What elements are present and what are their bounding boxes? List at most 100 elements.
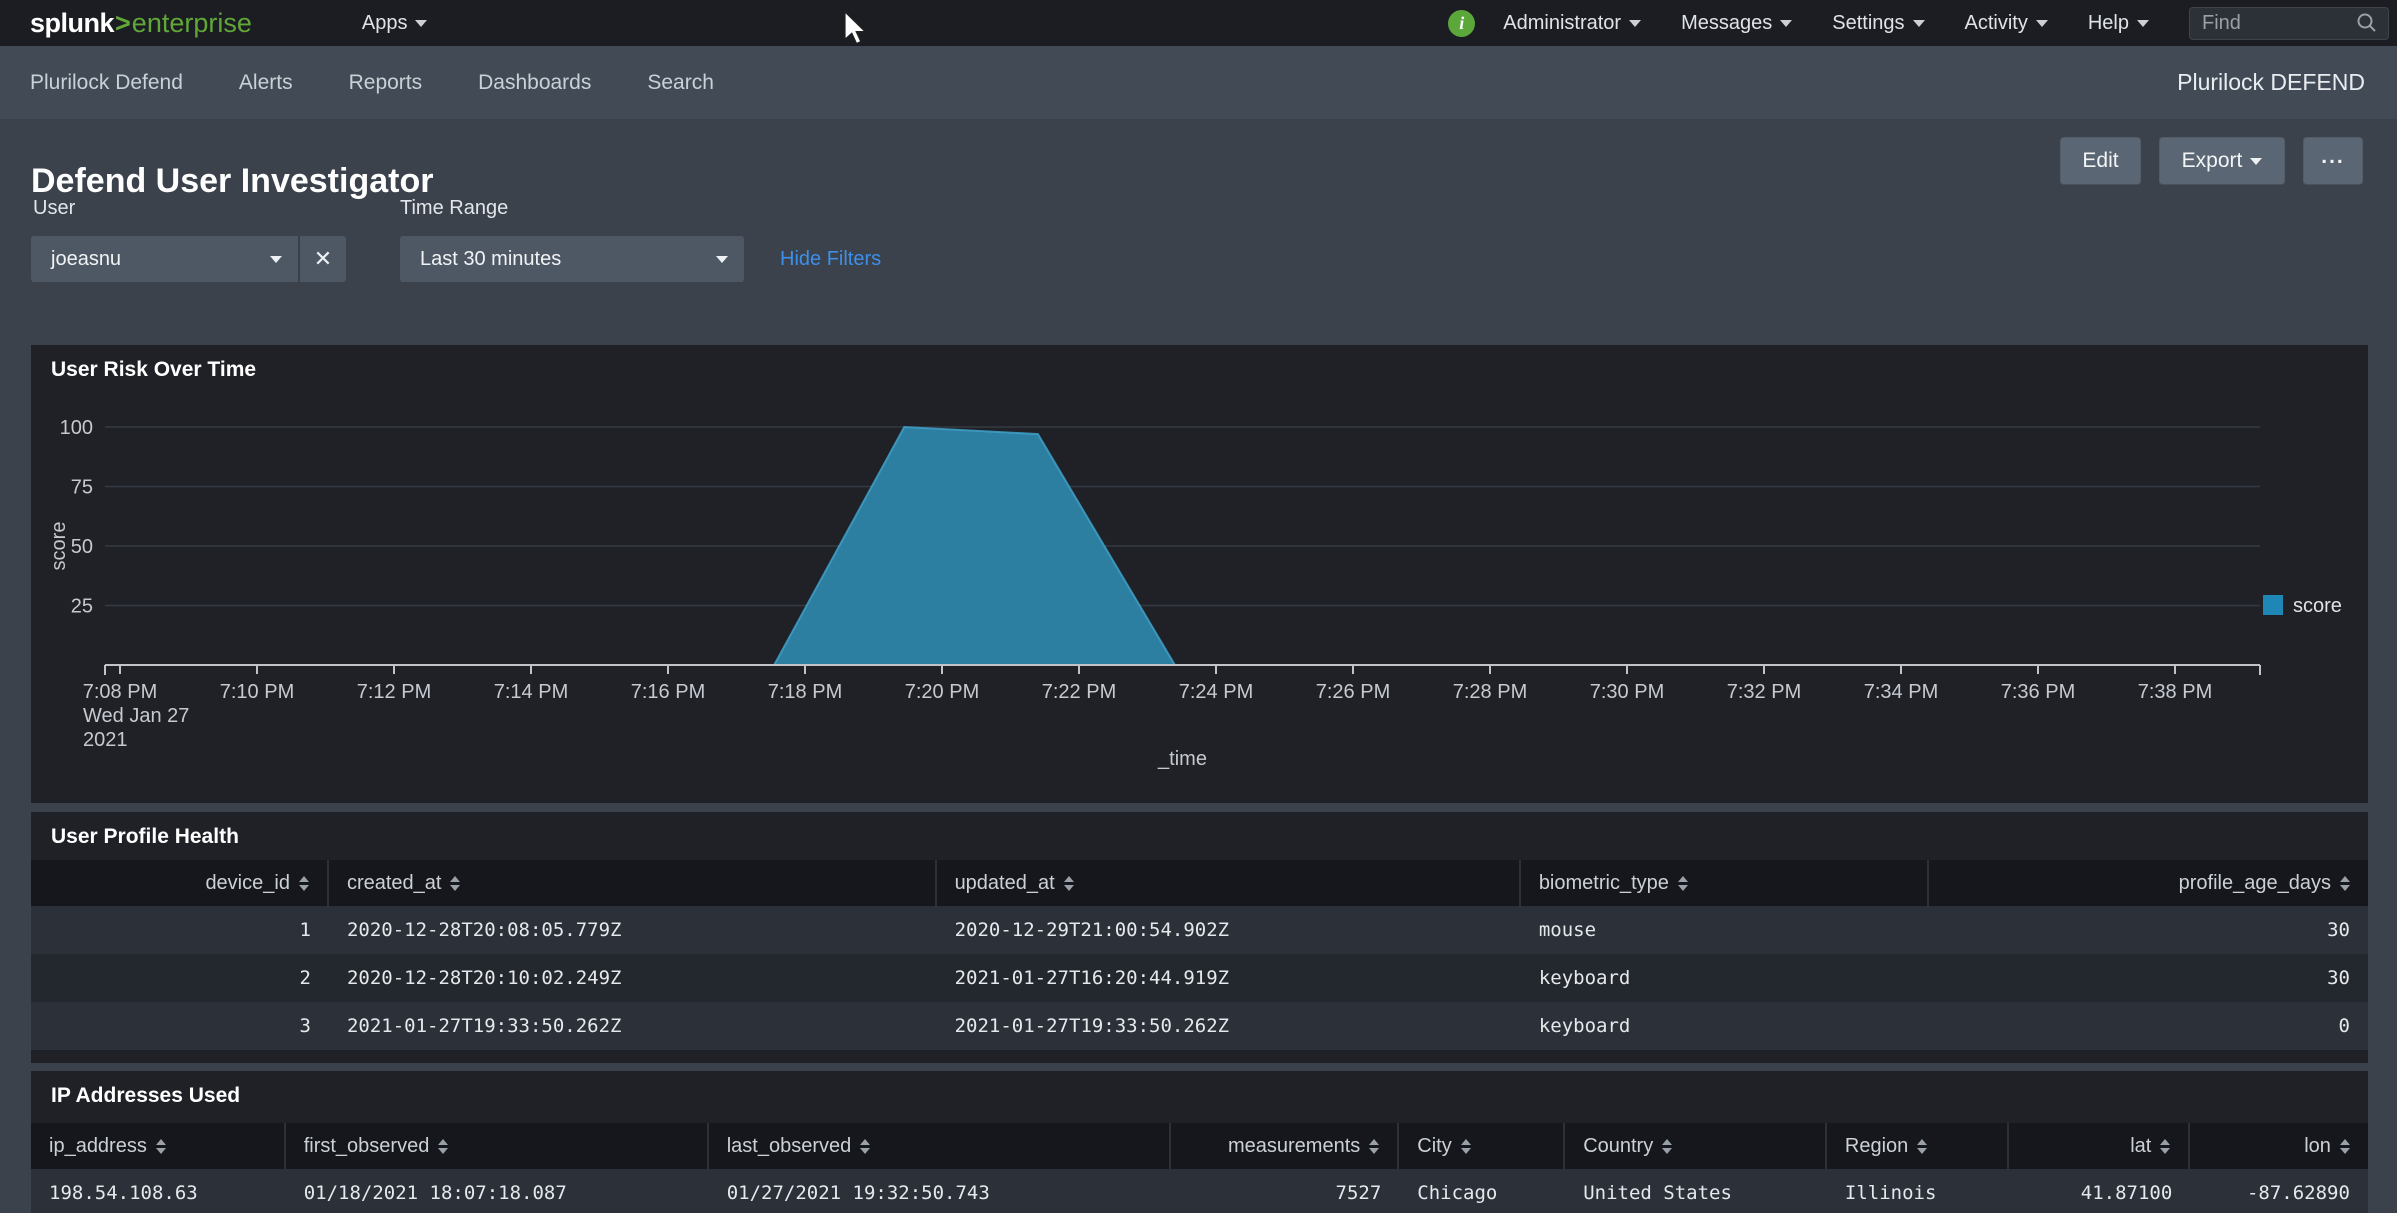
chevron-down-icon <box>415 20 427 27</box>
table-cell: 3 <box>31 1015 329 1037</box>
column-label: lon <box>2304 1135 2331 1158</box>
column-label: device_id <box>205 872 290 895</box>
user-risk-panel: User Risk Over Time 255075100score7:08 P… <box>31 345 2368 803</box>
legend-label: score <box>2293 595 2342 617</box>
menu-messages[interactable]: Messages <box>1681 12 1792 35</box>
column-label: lat <box>2130 1135 2151 1158</box>
y-tick-label: 75 <box>71 477 93 499</box>
x-tick-label: 7:16 PM <box>631 681 705 703</box>
sort-icon <box>2340 876 2350 891</box>
column-header-biometric_type[interactable]: biometric_type <box>1521 860 1929 906</box>
menu-apps[interactable]: Apps <box>362 12 428 35</box>
chevron-down-icon <box>2137 20 2149 27</box>
column-header-Country[interactable]: Country <box>1565 1123 1827 1169</box>
search-icon <box>2356 12 2378 34</box>
logo-gt-glyph: > <box>115 8 131 39</box>
x-tick-label: 7:34 PM <box>1864 681 1938 703</box>
page-title: Defend User Investigator <box>31 162 433 201</box>
menu-label: Help <box>2088 12 2129 35</box>
column-header-City[interactable]: City <box>1399 1123 1565 1169</box>
dashboard-actions: Edit Export ... <box>2060 137 2363 185</box>
splunk-logo[interactable]: splunk>enterprise <box>30 8 252 39</box>
x-tick-label: 7:14 PM <box>494 681 568 703</box>
more-actions-button[interactable]: ... <box>2303 137 2363 185</box>
column-header-Region[interactable]: Region <box>1827 1123 2009 1169</box>
column-label: ip_address <box>49 1135 147 1158</box>
table-cell: 7527 <box>1171 1182 1399 1204</box>
info-icon[interactable]: i <box>1448 10 1475 37</box>
column-header-last_observed[interactable]: last_observed <box>709 1123 1172 1169</box>
table-row[interactable]: 22020-12-28T20:10:02.249Z2021-01-27T16:2… <box>31 954 2368 1002</box>
table-row[interactable]: 198.54.108.6301/18/2021 18:07:18.08701/2… <box>31 1169 2368 1213</box>
ip-addresses-used-panel: IP Addresses Used ip_addressfirst_observ… <box>31 1071 2368 1213</box>
dashboard-page: Defend User Investigator Edit Export ...… <box>0 119 2397 1213</box>
sort-icon <box>1678 876 1688 891</box>
user-dropdown[interactable]: joeasnu <box>31 236 298 282</box>
edit-button[interactable]: Edit <box>2060 137 2141 185</box>
menu-settings[interactable]: Settings <box>1832 12 1924 35</box>
chevron-down-icon <box>1780 20 1792 27</box>
chevron-down-icon <box>1629 20 1641 27</box>
table-cell: 2020-12-29T21:00:54.902Z <box>937 919 1521 941</box>
column-label: Country <box>1583 1135 1653 1158</box>
table-row[interactable]: 32021-01-27T19:33:50.262Z2021-01-27T19:3… <box>31 1002 2368 1050</box>
time-range-dropdown[interactable]: Last 30 minutes <box>400 236 744 282</box>
nav-plurilock-defend[interactable]: Plurilock Defend <box>0 71 211 95</box>
y-axis-label: score <box>48 522 70 571</box>
table-cell: 2021-01-27T19:33:50.262Z <box>937 1015 1521 1037</box>
nav-reports[interactable]: Reports <box>321 71 451 95</box>
table-row[interactable]: 12020-12-28T20:08:05.779Z2020-12-29T21:0… <box>31 906 2368 954</box>
nav-dashboards[interactable]: Dashboards <box>450 71 619 95</box>
user-dropdown-value: joeasnu <box>51 248 121 271</box>
table-cell: 01/27/2021 19:32:50.743 <box>709 1182 1172 1204</box>
y-tick-label: 50 <box>71 536 93 558</box>
menu-activity[interactable]: Activity <box>1965 12 2048 35</box>
menu-help[interactable]: Help <box>2088 12 2149 35</box>
menu-label: Administrator <box>1503 12 1621 35</box>
splunk-top-bar: splunk>enterprise Apps i Administrator M… <box>0 0 2397 46</box>
hide-filters-link[interactable]: Hide Filters <box>780 248 881 271</box>
table-cell: 30 <box>1929 919 2368 941</box>
sort-icon <box>2340 1139 2350 1154</box>
x-tick-label: 7:12 PM <box>357 681 431 703</box>
column-header-lon[interactable]: lon <box>2190 1123 2368 1169</box>
find-search-input[interactable] <box>2200 11 2356 36</box>
column-header-profile_age_days[interactable]: profile_age_days <box>1929 860 2368 906</box>
column-header-device_id[interactable]: device_id <box>31 860 329 906</box>
column-header-created_at[interactable]: created_at <box>329 860 937 906</box>
table-cell: 30 <box>1929 967 2368 989</box>
find-search-box[interactable] <box>2189 7 2389 40</box>
column-header-measurements[interactable]: measurements <box>1171 1123 1399 1169</box>
logo-splunk-text: splunk <box>30 8 114 39</box>
column-header-first_observed[interactable]: first_observed <box>286 1123 709 1169</box>
x-tick-label: 7:20 PM <box>905 681 979 703</box>
table-body: 198.54.108.6301/18/2021 18:07:18.08701/2… <box>31 1169 2368 1213</box>
column-label: first_observed <box>304 1135 430 1158</box>
x-tick-label: 7:28 PM <box>1453 681 1527 703</box>
column-header-updated_at[interactable]: updated_at <box>937 860 1521 906</box>
clear-user-filter-button[interactable]: ✕ <box>298 236 346 282</box>
chart-panel-title: User Risk Over Time <box>51 358 256 382</box>
sort-icon <box>1917 1139 1927 1154</box>
menu-apps-label: Apps <box>362 12 408 35</box>
nav-search[interactable]: Search <box>619 71 742 95</box>
sort-icon <box>1461 1139 1471 1154</box>
table-cell: 2021-01-27T19:33:50.262Z <box>329 1015 937 1037</box>
column-header-ip_address[interactable]: ip_address <box>31 1123 286 1169</box>
sort-icon <box>450 876 460 891</box>
export-label: Export <box>2182 149 2243 173</box>
sort-icon <box>299 876 309 891</box>
column-label: last_observed <box>727 1135 852 1158</box>
column-header-lat[interactable]: lat <box>2009 1123 2190 1169</box>
export-button[interactable]: Export <box>2159 137 2285 185</box>
user-filter-label: User <box>33 197 75 220</box>
sort-icon <box>156 1139 166 1154</box>
table-cell: Chicago <box>1399 1182 1565 1204</box>
chevron-down-icon <box>716 256 728 263</box>
menu-label: Settings <box>1832 12 1904 35</box>
risk-area-chart[interactable]: 255075100score7:08 PM7:10 PM7:12 PM7:14 … <box>31 345 2368 803</box>
menu-administrator[interactable]: Administrator <box>1503 12 1641 35</box>
x-tick-label: 7:08 PM <box>83 681 157 703</box>
nav-alerts[interactable]: Alerts <box>211 71 321 95</box>
y-tick-label: 100 <box>60 417 93 439</box>
